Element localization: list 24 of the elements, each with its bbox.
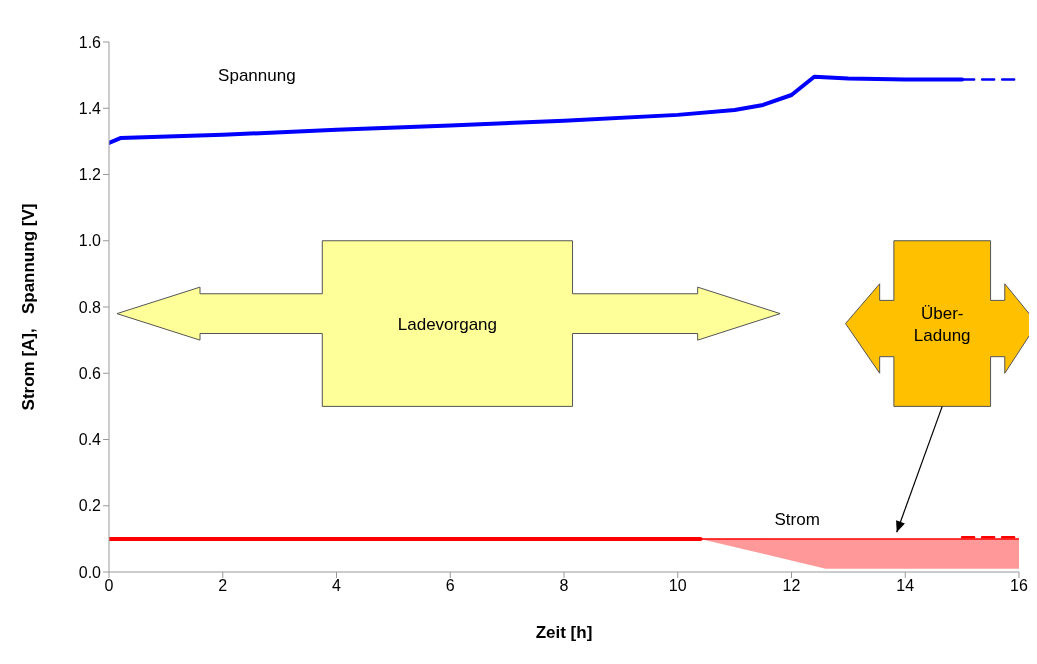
x-tick-label: 6 [445, 577, 455, 595]
y-tick-label: 1.0 [78, 232, 102, 250]
x-axis-title: Zeit [h] [535, 623, 593, 642]
y-tick-label: 0.4 [78, 431, 102, 449]
y-tick-label: 1.4 [78, 99, 102, 117]
annotation: Über-Ladung [913, 303, 971, 345]
x-tick-label: 4 [332, 577, 342, 595]
x-tick-label: 12 [782, 577, 801, 595]
x-tick-label: 14 [896, 577, 915, 595]
y-tick-label: 0.0 [78, 563, 102, 581]
x-tick-label: 2 [218, 577, 228, 595]
y-tick-label: 0.8 [78, 298, 102, 316]
annotation: Spannung [218, 66, 296, 86]
y-axis-title: Strom [A], Spannung [V] [19, 203, 38, 411]
y-tick-label: 0.6 [78, 364, 102, 382]
annotation: Strom [774, 510, 820, 529]
x-tick-label: 16 [1010, 577, 1028, 595]
y-tick-label: 1.6 [78, 33, 102, 51]
x-tick-label: 0 [104, 577, 114, 595]
y-tick-label: 1.2 [78, 166, 102, 184]
x-tick-label: 10 [668, 577, 687, 595]
x-tick-label: 8 [559, 577, 569, 595]
annotation: Ladevorgang [397, 314, 498, 334]
y-tick-label: 0.2 [78, 497, 102, 515]
